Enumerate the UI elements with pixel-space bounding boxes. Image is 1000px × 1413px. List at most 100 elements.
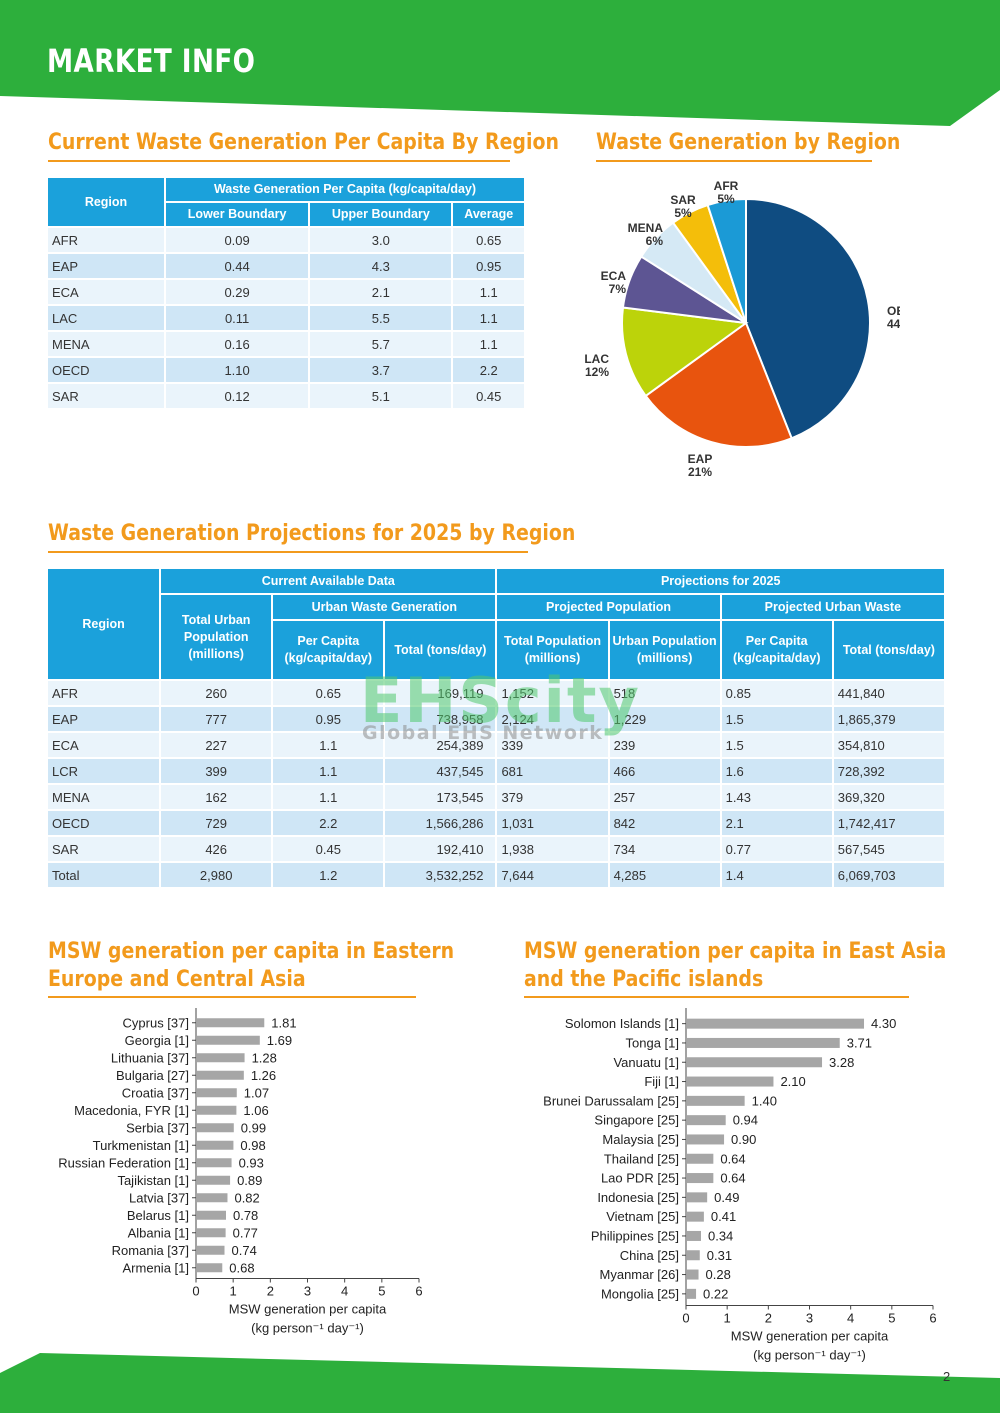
value-cell: 2.1 <box>310 280 452 304</box>
table-row: EAP 0.44 4.3 0.95 <box>48 254 524 278</box>
bar <box>687 1057 823 1068</box>
value-cell: 0.85 <box>721 681 832 705</box>
bar <box>197 1035 260 1045</box>
bar-value-label: 0.49 <box>714 1190 739 1205</box>
x-tick-label: 2 <box>765 1311 772 1326</box>
value-cell: 1,742,417 <box>833 811 944 835</box>
category-label: Vanuatu [1] <box>613 1055 679 1070</box>
th-projected-pop: Projected Population <box>497 595 720 619</box>
th-average: Average <box>453 203 524 226</box>
value-cell: 681 <box>497 759 608 783</box>
value-cell: 1,031 <box>497 811 608 835</box>
region-cell: SAR <box>48 384 164 408</box>
pie-label: AFR <box>714 179 739 193</box>
value-cell: 4,285 <box>609 863 720 887</box>
value-cell: 7,644 <box>497 863 608 887</box>
value-cell: 1.43 <box>721 785 832 809</box>
value-cell: 729 <box>161 811 272 835</box>
th-proj-per-capita: Per Capita (kg/capita/day) <box>721 621 832 679</box>
table-row: LCR 399 1.1 437,545 681 466 1.6 728,392 <box>48 759 944 783</box>
value-cell: 173,545 <box>385 785 496 809</box>
bar-value-label: 0.93 <box>239 1155 264 1170</box>
value-cell: 254,389 <box>385 733 496 757</box>
bar <box>197 1140 234 1150</box>
table-row: MENA 0.16 5.7 1.1 <box>48 332 524 356</box>
pie-percent-label: 44% <box>887 317 900 331</box>
value-cell: 518 <box>609 681 720 705</box>
x-tick-label: 3 <box>304 1284 311 1299</box>
page-title: MARKET INFO <box>47 42 256 80</box>
value-cell: 2.2 <box>273 811 384 835</box>
x-tick-label: 3 <box>806 1311 813 1326</box>
pie-percent-label: 5% <box>717 192 735 206</box>
value-cell: 0.77 <box>721 837 832 861</box>
bar-value-label: 1.28 <box>252 1050 277 1065</box>
category-label: Brunei Darussalam [25] <box>543 1093 679 1108</box>
category-label: Thailand [25] <box>604 1151 679 1166</box>
th-urban-waste-gen: Urban Waste Generation <box>273 595 496 619</box>
pie-label: LAC <box>584 352 609 366</box>
bar <box>687 1095 745 1106</box>
table-row: AFR 0.09 3.0 0.65 <box>48 228 524 252</box>
bar-value-label: 1.07 <box>244 1085 269 1100</box>
table-row: SAR 0.12 5.1 0.45 <box>48 384 524 408</box>
section-underline <box>48 160 510 162</box>
category-label: Albania [1] <box>128 1225 189 1240</box>
region-cell: EAP <box>48 707 160 731</box>
bar-value-label: 0.94 <box>733 1113 758 1128</box>
category-label: Latvia [37] <box>129 1190 189 1205</box>
bar-value-label: 1.26 <box>251 1068 276 1083</box>
th-current-data: Current Available Data <box>161 569 496 593</box>
category-label: Lithuania [37] <box>111 1050 189 1065</box>
section-title-eca-line2: Europe and Central Asia <box>48 967 306 992</box>
category-label: Armenia [1] <box>123 1260 189 1275</box>
value-cell: 1,229 <box>609 707 720 731</box>
bar <box>687 1192 708 1203</box>
value-cell: 6,069,703 <box>833 863 944 887</box>
region-cell: SAR <box>48 837 160 861</box>
value-cell: 1.1 <box>273 785 384 809</box>
bar-value-label: 3.28 <box>829 1055 854 1070</box>
section-title-projections: Waste Generation Projections for 2025 by… <box>48 521 576 546</box>
value-cell: 1,152 <box>497 681 608 705</box>
region-cell: LAC <box>48 306 164 330</box>
value-cell: 0.65 <box>453 228 524 252</box>
value-cell: 0.09 <box>166 228 309 252</box>
value-cell: 567,545 <box>833 837 944 861</box>
value-cell: 227 <box>161 733 272 757</box>
table-row: LAC 0.11 5.5 1.1 <box>48 306 524 330</box>
value-cell: 0.11 <box>166 306 309 330</box>
category-label: Turkmenistan [1] <box>93 1138 189 1153</box>
category-label: Lao PDR [25] <box>601 1171 679 1186</box>
waste-per-capita-table: Region Waste Generation Per Capita (kg/c… <box>46 176 526 410</box>
category-label: Mongolia [25] <box>601 1286 679 1301</box>
th-per-capita: Per Capita (kg/capita/day) <box>273 621 384 679</box>
value-cell: 5.1 <box>310 384 452 408</box>
bar-chart-eca: Cyprus [37] 1.81 Georgia [1] 1.69 Lithuania … <box>58 1008 423 1336</box>
category-label: Philippines [25] <box>591 1228 679 1243</box>
section-underline <box>524 996 909 998</box>
th-projected-waste: Projected Urban Waste <box>721 595 944 619</box>
category-label: Indonesia [25] <box>597 1190 679 1205</box>
value-cell: 1.2 <box>273 863 384 887</box>
section-title-waste-by-region: Waste Generation by Region <box>596 130 901 155</box>
footer-band <box>0 1353 1000 1413</box>
value-cell: 466 <box>609 759 720 783</box>
x-axis-label: (kg person⁻¹ day⁻¹) <box>753 1348 866 1363</box>
value-cell: 1.4 <box>721 863 832 887</box>
value-cell: 1.5 <box>721 707 832 731</box>
value-cell: 1.1 <box>453 332 524 356</box>
region-cell: AFR <box>48 681 160 705</box>
value-cell: 842 <box>609 811 720 835</box>
bar-value-label: 0.78 <box>233 1208 258 1223</box>
section-title-current-waste: Current Waste Generation Per Capita By R… <box>48 130 559 155</box>
category-label: Georgia [1] <box>125 1033 189 1048</box>
region-cell: EAP <box>48 254 164 278</box>
bar <box>197 1053 245 1063</box>
value-cell: 738,958 <box>385 707 496 731</box>
value-cell: 1.1 <box>453 306 524 330</box>
header-band <box>0 0 1000 126</box>
region-cell: AFR <box>48 228 164 252</box>
category-label: Tonga [1] <box>626 1035 680 1050</box>
table-row: Total 2,980 1.2 3,532,252 7,644 4,285 1.4 6,069… <box>48 863 944 887</box>
